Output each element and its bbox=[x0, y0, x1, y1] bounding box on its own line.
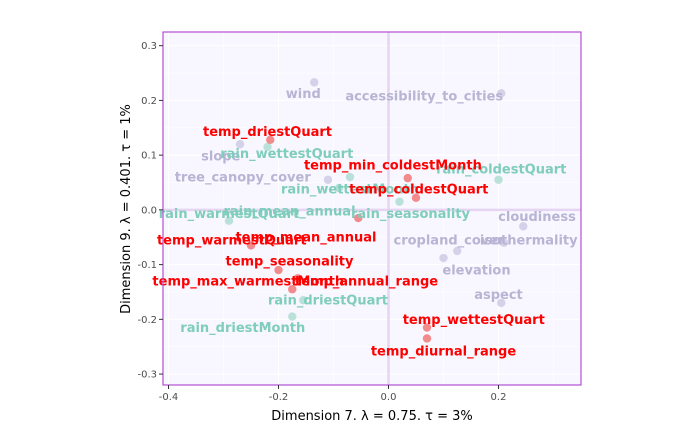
y-tick-label: -0.3 bbox=[137, 370, 157, 381]
point-cropland-cover bbox=[453, 246, 462, 256]
point-temp-coldestQuart bbox=[411, 193, 421, 203]
plot-panel bbox=[163, 32, 581, 385]
point-rain-seasonality bbox=[395, 197, 404, 206]
y-tick-label: 0.1 bbox=[141, 151, 157, 162]
label-temp-max-warmestMonth: temp_max_warmestMonth bbox=[152, 275, 344, 290]
plot-frame bbox=[162, 31, 582, 386]
label-temp-annual-range: temp_annual_range bbox=[295, 275, 438, 290]
x-tick-label: 0.2 bbox=[491, 392, 507, 403]
point-rain-driestMonth bbox=[288, 312, 297, 321]
point-slope bbox=[235, 139, 245, 149]
point-temp-annual-range bbox=[293, 274, 302, 283]
label-temp-seasonality: temp_seasonality bbox=[225, 254, 354, 269]
label-temp-diurnal-range: temp_diurnal_range bbox=[371, 345, 517, 360]
label-rain-wettestQuart: rain_wettestQuart bbox=[220, 147, 353, 162]
point-elevation bbox=[439, 253, 448, 263]
point-temp-seasonality bbox=[274, 265, 283, 275]
label-isothermality: isothermality bbox=[480, 233, 578, 248]
point-rain-wettestQuart bbox=[263, 142, 272, 152]
y-tick-label: -0.2 bbox=[137, 315, 157, 326]
x-axis-ticks: -0.4 -0.2 0.0 0.2 bbox=[159, 385, 507, 403]
y-tick-label: -0.1 bbox=[137, 260, 157, 271]
label-rain-warmestQuart: rain_warmestQuart bbox=[159, 207, 300, 222]
label-aspect: aspect bbox=[474, 288, 523, 303]
point-isothermality bbox=[499, 238, 509, 247]
point-rain-wettestMonth bbox=[345, 172, 355, 182]
label-temp-warmestQuart: temp_warmestQuart bbox=[157, 233, 307, 248]
point-temp-min-coldestMonth bbox=[403, 173, 412, 183]
point-cloudiness bbox=[519, 222, 528, 231]
label-wind: wind bbox=[286, 87, 321, 102]
point-temp-mean-annual bbox=[354, 213, 363, 223]
point-accessibility-to-cities bbox=[497, 89, 506, 98]
point-wind bbox=[310, 78, 319, 87]
label-tree-canopy-cover: tree_canopy_cover bbox=[175, 171, 312, 186]
x-tick-label: 0.0 bbox=[381, 392, 397, 403]
label-rain-wettestMonth: rain_wettestMonth bbox=[281, 183, 419, 198]
zero-lines bbox=[163, 32, 581, 385]
y-tick-label: 0.0 bbox=[141, 205, 157, 216]
point-tree-canopy-cover bbox=[323, 175, 333, 184]
label-rain-mean-annual: rain_mean_annual bbox=[223, 204, 355, 219]
point-temp-diurnal-range bbox=[422, 334, 432, 343]
point-aspect bbox=[497, 298, 506, 308]
y-tick-label: 0.2 bbox=[141, 96, 157, 107]
y-axis-ticks: -0.3 -0.2 -0.1 0.0 0.1 0.2 0.3 bbox=[137, 41, 163, 381]
label-slope: slope bbox=[201, 150, 240, 165]
x-axis-title: Dimension 7. λ = 0.75. τ = 3% bbox=[271, 409, 472, 424]
x-tick-label: -0.4 bbox=[159, 392, 179, 403]
x-tick-label: -0.2 bbox=[269, 392, 289, 403]
y-axis-title: Dimension 9. λ = 0.401. τ = 1% bbox=[119, 104, 134, 314]
panel-background bbox=[163, 32, 581, 385]
label-rain-driestMonth: rain_driestMonth bbox=[180, 321, 305, 336]
point-temp-driestQuart bbox=[266, 135, 275, 145]
label-cropland-cover: cropland_cover bbox=[394, 233, 506, 248]
y-tick-label: 0.3 bbox=[141, 41, 157, 52]
label-rain-driestQuart: rain_driestQuart bbox=[268, 294, 388, 309]
label-temp-coldestQuart: temp_coldestQuart bbox=[349, 183, 488, 198]
label-temp-driestQuart: temp_driestQuart bbox=[203, 125, 332, 140]
point-rain-driestQuart bbox=[299, 295, 308, 305]
label-rain-seasonality: rain_seasonality bbox=[351, 207, 471, 222]
label-temp-min-coldestMonth: temp_min_coldestMonth bbox=[304, 158, 482, 173]
panel-border bbox=[162, 31, 582, 386]
data-points bbox=[224, 78, 528, 343]
label-cloudiness: cloudiness bbox=[498, 210, 576, 225]
point-rain-coldestQuart bbox=[494, 175, 503, 184]
label-temp-wettestQuart: temp_wettestQuart bbox=[403, 313, 545, 328]
point-temp-max-warmestMonth bbox=[288, 285, 297, 294]
label-elevation: elevation bbox=[442, 264, 510, 279]
point-labels: wind accessibility_to_citiessloperain_wet… bbox=[152, 87, 578, 360]
label-rain-coldestQuart: rain_coldestQuart bbox=[436, 162, 566, 177]
point-rain-warmestQuart bbox=[224, 216, 234, 226]
point-rain-mean-annual bbox=[334, 183, 344, 193]
point-temp-wettestQuart bbox=[422, 323, 432, 332]
label-temp-mean-annual: temp_mean_annual bbox=[235, 231, 376, 246]
label-accessibility-to-cities: accessibility_to_cities bbox=[345, 90, 503, 105]
point-temp-warmestQuart bbox=[246, 241, 256, 250]
